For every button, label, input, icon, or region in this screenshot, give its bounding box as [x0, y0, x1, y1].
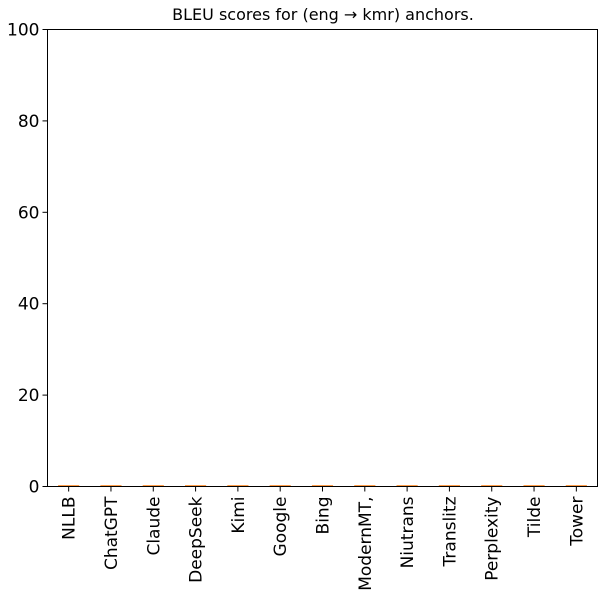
chart-title: BLEU scores for (eng → kmr) anchors. — [172, 5, 474, 24]
x-tick-label: Kimi — [229, 497, 249, 534]
x-tick-label: Google — [271, 497, 291, 557]
y-tick-label: 0 — [29, 478, 40, 498]
x-tick-label: Perplexity — [483, 497, 503, 581]
x-tick-label: Claude — [144, 497, 164, 556]
y-tick-label: 40 — [18, 295, 40, 315]
x-tick-label: Translitz — [440, 496, 460, 567]
y-tick-label: 20 — [18, 386, 40, 406]
x-tick-label: Tilde — [525, 497, 545, 539]
x-axis: NLLB ChatGPT Claude DeepSeek Kimi Google Bing M… — [60, 486, 587, 591]
plot-frame — [47, 29, 598, 487]
y-tick-label: 60 — [18, 203, 40, 223]
x-tick-label: NLLB — [60, 497, 80, 540]
x-tick-label: ChatGPT — [102, 496, 122, 570]
y-tick-label: 80 — [18, 112, 40, 132]
x-tick-label: DeepSeek — [187, 496, 207, 583]
x-tick-label: Tower — [567, 496, 587, 546]
x-tick-label: Bing — [314, 497, 334, 535]
x-tick-label: Niutrans — [398, 496, 418, 568]
y-tick-label: 100 — [7, 21, 39, 41]
y-axis: 0 20 40 60 80 100 — [7, 21, 48, 498]
x-tick-label: ModernMT, — [356, 497, 376, 591]
